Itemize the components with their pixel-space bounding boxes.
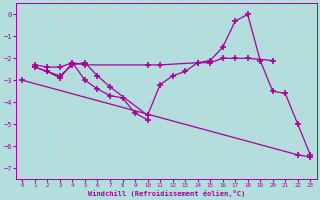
X-axis label: Windchill (Refroidissement éolien,°C): Windchill (Refroidissement éolien,°C): [88, 190, 245, 197]
